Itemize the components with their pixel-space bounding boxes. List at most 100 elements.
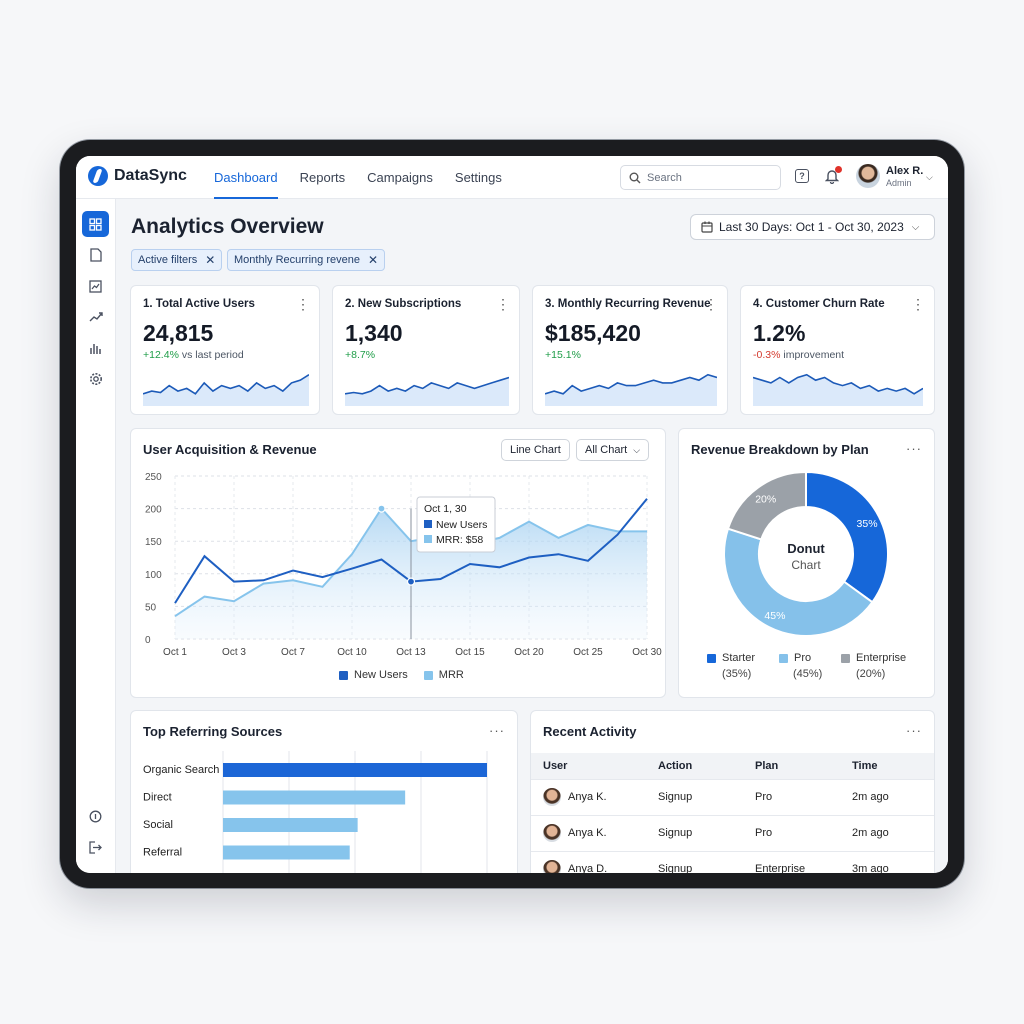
col-plan[interactable]: Plan <box>743 753 840 779</box>
close-icon[interactable]: ✕ <box>205 253 216 267</box>
sparkline-line <box>345 376 509 395</box>
sidebar-item-analytics[interactable] <box>82 335 109 361</box>
kpi-title: 1. Total Active Users <box>143 298 255 310</box>
slice-label: 20% <box>755 494 776 506</box>
x-tick-label: Oct 25 <box>573 647 603 658</box>
search-box[interactable] <box>620 165 781 190</box>
col-user[interactable]: User <box>531 753 646 779</box>
search-input[interactable] <box>647 171 767 184</box>
tooltip-date: Oct 1, 30 <box>424 503 467 515</box>
sidebar <box>76 199 116 873</box>
sidebar-item-info[interactable] <box>82 803 109 829</box>
avatar[interactable] <box>856 164 880 188</box>
chevron-down-icon[interactable]: ⌵ <box>926 172 933 182</box>
sidebar-item-trends[interactable] <box>82 304 109 330</box>
kpi-delta: -0.3% <box>753 349 781 361</box>
activity-card: Recent Activity ··· User Action Plan Tim… <box>530 710 935 873</box>
kpi-card-new-subscriptions[interactable]: 2. New Subscriptions ⋮ 1,340 +8.7% <box>332 285 520 415</box>
nav-campaigns[interactable]: Campaigns <box>367 170 433 185</box>
col-time[interactable]: Time <box>840 753 934 779</box>
kpi-note: improvement <box>783 349 845 361</box>
legend-label: Starter <box>722 652 756 664</box>
more-icon[interactable]: ··· <box>489 723 505 738</box>
date-range-picker[interactable]: Last 30 Days: Oct 1 - Oct 30, 2023 ⌵ <box>690 214 935 240</box>
table-header: User Action Plan Time <box>531 753 934 779</box>
legend-item-pro: Pro <box>779 652 811 664</box>
y-tick-label: 150 <box>145 537 162 548</box>
document-icon <box>89 248 102 262</box>
more-icon[interactable]: ⋮ <box>911 296 925 312</box>
user-role: Admin <box>886 178 912 188</box>
x-tick-label: Oct 30 <box>632 647 662 658</box>
donut-slice <box>723 527 874 637</box>
action-cell: Signup <box>646 814 743 851</box>
slice-label: 45% <box>764 610 785 622</box>
more-icon[interactable]: ⋮ <box>496 296 510 312</box>
sidebar-item-logout[interactable] <box>82 834 109 860</box>
sparkline-area <box>143 374 309 406</box>
notifications-button[interactable] <box>824 166 842 189</box>
main-content: Analytics Overview Last 30 Days: Oct 1 -… <box>116 199 948 873</box>
x-tick-label: Oct 15 <box>455 647 485 658</box>
table-row[interactable]: Anya D. Signup Enterprise 3m ago <box>531 850 934 873</box>
more-icon[interactable]: ⋮ <box>296 296 310 312</box>
col-action[interactable]: Action <box>646 753 743 779</box>
user-cell: Anya D. <box>531 850 646 873</box>
app-name: DataSync <box>114 167 187 184</box>
donut-chart: 35% 45% 20% Donut Chart <box>723 470 889 637</box>
kpi-card-active-users[interactable]: 1. Total Active Users ⋮ 24,815 +12.4% vs… <box>130 285 320 415</box>
nav-settings[interactable]: Settings <box>454 170 502 185</box>
chart-type-button[interactable]: Line Chart <box>501 439 570 461</box>
calendar-icon <box>701 221 713 233</box>
bell-icon <box>824 170 840 185</box>
kpi-card-churn[interactable]: 4. Customer Churn Rate ⋮ 1.2% -0.3% impr… <box>740 285 935 415</box>
close-icon[interactable]: ✕ <box>367 253 379 267</box>
chart-filter-dropdown[interactable]: All Chart ⌵ <box>576 439 650 461</box>
y-tick-label: 200 <box>145 505 162 516</box>
tooltip-swatch <box>424 535 432 543</box>
plan-cell: Pro <box>743 814 840 851</box>
kpi-card-mrr[interactable]: 3. Monthly Recurring Revenue ⋮ $185,420 … <box>532 285 728 415</box>
table-row[interactable]: Anya K. Signup Pro 2m ago <box>531 814 934 851</box>
kpi-value: 1,340 <box>345 320 403 346</box>
bar <box>223 845 350 860</box>
sidebar-item-settings[interactable] <box>82 366 109 392</box>
help-icon[interactable]: ? <box>795 169 809 183</box>
more-icon[interactable]: ⋮ <box>704 296 718 312</box>
plan-cell: Enterprise <box>743 850 840 873</box>
bar <box>223 763 487 777</box>
sidebar-item-reports[interactable] <box>82 273 109 299</box>
logo-icon <box>88 166 108 186</box>
action-cell: Signup <box>646 778 743 815</box>
hover-point-mrr <box>377 504 386 513</box>
bar-category-label: Organic Search <box>143 764 219 776</box>
acquisition-card: User Acquisition & Revenue Line Chart Al… <box>130 428 666 698</box>
sidebar-item-dashboard[interactable] <box>82 211 109 237</box>
nav-reports[interactable]: Reports <box>299 170 346 185</box>
more-icon[interactable]: ··· <box>906 441 922 456</box>
sidebar-item-documents[interactable] <box>82 242 109 268</box>
activity-table: User Action Plan Time Anya K. Signup Pro… <box>531 753 934 873</box>
chart-legend: New Users MRR <box>339 669 464 681</box>
legend-label: MRR <box>438 669 464 681</box>
kpi-delta: +8.7% <box>345 349 376 361</box>
filter-chip-mrr[interactable]: Monthly Recurring revene ✕ <box>227 249 386 271</box>
kpi-value: 24,815 <box>143 320 214 346</box>
donut-center-sub: Chart <box>791 558 821 572</box>
logo[interactable]: DataSync <box>88 166 187 186</box>
avatar <box>543 860 561 873</box>
card-title: User Acquisition & Revenue <box>143 442 317 457</box>
more-icon[interactable]: ··· <box>906 723 922 738</box>
legend-pct: (45%) <box>793 668 823 680</box>
sparkline-chart <box>345 376 509 406</box>
page-title: Analytics Overview <box>131 215 324 238</box>
logout-icon <box>89 840 102 854</box>
time-cell: 2m ago <box>840 814 934 851</box>
table-row[interactable]: Anya K. Signup Pro 2m ago <box>531 778 934 815</box>
filter-chip-active[interactable]: Active filters ✕ <box>131 249 223 271</box>
notification-dot <box>835 166 842 173</box>
settings-icon <box>89 373 102 385</box>
nav-dashboard[interactable]: Dashboard <box>214 156 278 199</box>
line-chart: 0 50 100 150 200 250 Oct 1 Oct 3 Oct 7 Oct 10 Oct … <box>145 472 662 658</box>
chevron-down-icon: ⌵ <box>633 444 641 455</box>
